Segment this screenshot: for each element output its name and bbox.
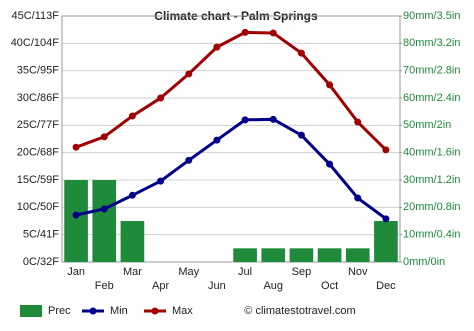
y-tick-label: 10C/50F <box>17 201 59 213</box>
x-tick-label: Mar <box>123 266 142 278</box>
x-tick-label: Feb <box>95 280 114 292</box>
y-tick-label: 25C/77F <box>17 119 59 131</box>
prec-bar <box>233 248 257 262</box>
temp-line <box>75 30 387 151</box>
temp-point <box>269 115 277 123</box>
footer: © climatestotravel.com <box>244 305 355 317</box>
y2-tick-label: 70mm/2.8in <box>403 65 460 77</box>
x-tick-label: Dec <box>376 280 396 292</box>
y-tick-label: 15C/59F <box>17 174 59 186</box>
temp-point <box>354 194 362 202</box>
y2-tick-label: 10mm/0.4in <box>403 229 460 241</box>
x-tick-label: Jun <box>208 280 226 292</box>
prec-bar <box>345 248 370 262</box>
temp-point <box>128 112 136 120</box>
prec-bar <box>317 248 342 262</box>
legend-swatch <box>20 305 42 317</box>
temp-point <box>128 191 136 199</box>
legend-label: Max <box>172 305 193 317</box>
plot-frame <box>61 15 401 263</box>
x-tick-label: Jul <box>238 266 252 278</box>
y-tick-label: 35C/95F <box>17 65 59 77</box>
x-tick-label: Sep <box>292 266 312 278</box>
y-tick-label: 45C/113F <box>12 10 60 22</box>
y2-tick-label: 40mm/1.6in <box>403 147 460 159</box>
legend-swatch <box>89 307 97 315</box>
y-tick-label: 40C/104F <box>11 37 60 49</box>
y2-tick-label: 90mm/3.5in <box>403 10 460 22</box>
temp-point <box>72 143 80 151</box>
x-tick-label: Nov <box>348 266 368 278</box>
x-tick-label: Apr <box>152 280 169 292</box>
x-tick-label: Jan <box>67 266 85 278</box>
temp-point <box>241 116 249 124</box>
temp-point <box>185 70 193 78</box>
temp-point <box>72 211 80 219</box>
y-tick-label: 20C/68F <box>17 147 59 159</box>
y-tick-label: 5C/41F <box>23 229 59 241</box>
y-tick-label: 0C/32F <box>23 256 59 268</box>
prec-bar <box>64 180 88 262</box>
temp-point <box>354 118 362 126</box>
temp-point <box>157 94 165 102</box>
prec-bar <box>92 180 117 262</box>
temp-point <box>297 49 305 57</box>
legend-label: Prec <box>48 305 71 317</box>
y2-tick-label: 60mm/2.4in <box>403 92 460 104</box>
x-tick-label: Aug <box>263 280 283 292</box>
temp-point <box>157 177 165 185</box>
prec-bar <box>374 221 398 262</box>
y2-tick-label: 0mm/0in <box>403 256 445 268</box>
temp-point <box>213 136 221 144</box>
y-tick-label: 30C/86F <box>17 92 59 104</box>
x-tick-label: Oct <box>321 280 338 292</box>
y2-tick-label: 30mm/1.2in <box>403 174 460 186</box>
temp-point <box>241 28 249 36</box>
temp-point <box>269 29 277 37</box>
legend-label: Min <box>110 305 128 317</box>
y2-tick-label: 80mm/3.2in <box>403 37 460 49</box>
prec-bar <box>261 248 286 262</box>
temp-point <box>297 131 305 139</box>
temp-point <box>382 215 390 223</box>
temp-point <box>382 146 390 154</box>
prec-bar <box>120 221 145 262</box>
temp-point <box>100 133 108 141</box>
y2-tick-label: 50mm/2in <box>403 119 451 131</box>
temp-line <box>75 117 387 221</box>
temp-point <box>326 160 334 168</box>
prec-bar <box>289 248 314 262</box>
x-tick-label: May <box>178 266 199 278</box>
legend-swatch <box>151 307 159 315</box>
y2-tick-label: 20mm/0.8in <box>403 201 460 213</box>
temp-point <box>326 81 334 89</box>
temp-point <box>100 205 108 213</box>
temp-point <box>185 156 193 164</box>
temp-point <box>213 43 221 51</box>
